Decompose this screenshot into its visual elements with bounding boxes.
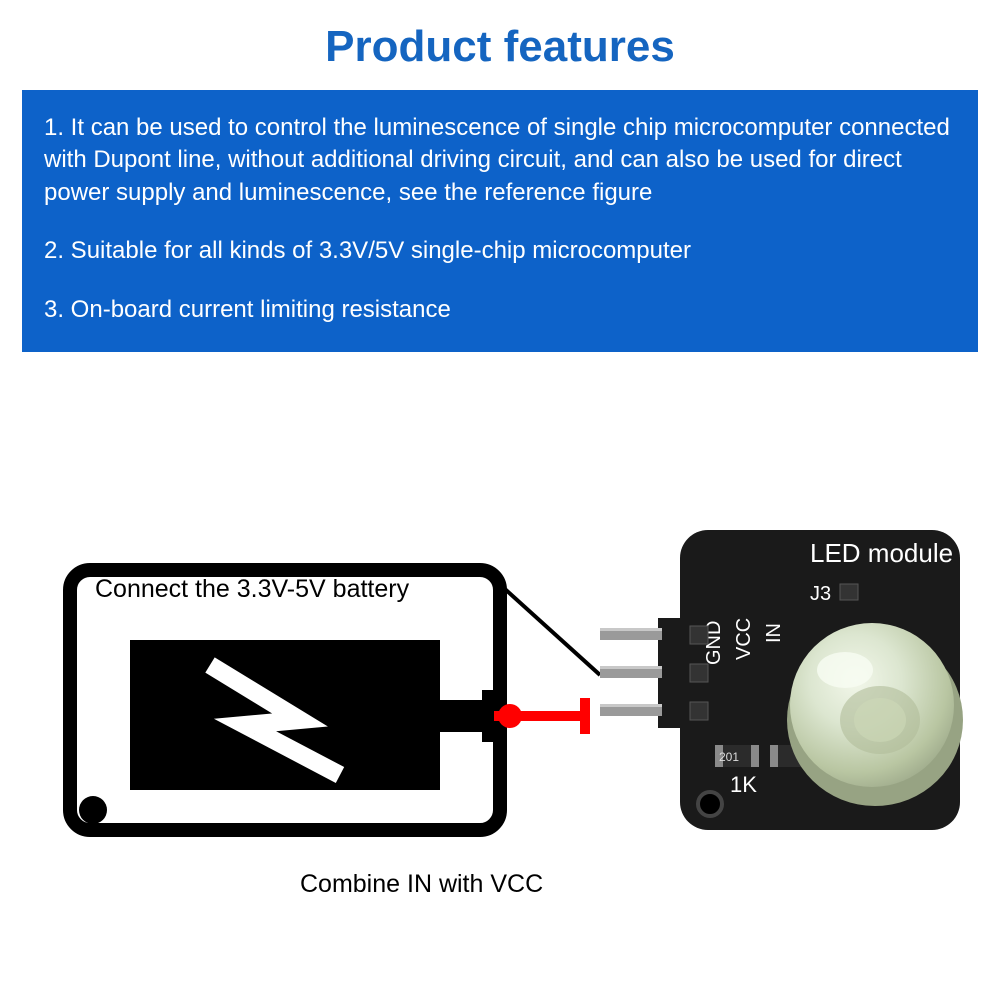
svg-text:IN: IN xyxy=(763,623,785,643)
silk-label: 1K xyxy=(730,772,757,797)
led-module: LED module J3 GND VCC IN 201 330 1K xyxy=(600,520,940,840)
module-label: LED module xyxy=(810,538,953,568)
feature-item: 2. Suitable for all kinds of 3.3V/5V sin… xyxy=(44,235,956,267)
feature-item: 3. On-board current limiting resistance xyxy=(44,294,956,326)
led-module-svg: LED module J3 GND VCC IN 201 330 1K xyxy=(600,520,980,860)
combine-label: Combine IN with VCC xyxy=(300,870,543,899)
svg-text:VCC: VCC xyxy=(733,618,755,660)
silk-label: J3 xyxy=(810,583,831,605)
pin-header xyxy=(600,618,688,728)
page-title: Product features xyxy=(0,0,1000,90)
connect-battery-label: Connect the 3.3V-5V battery xyxy=(95,575,409,604)
battery-schematic xyxy=(40,550,600,910)
svg-text:201: 201 xyxy=(719,750,739,764)
features-box: 1. It can be used to control the lumines… xyxy=(22,90,978,352)
feature-item: 1. It can be used to control the lumines… xyxy=(44,112,956,209)
